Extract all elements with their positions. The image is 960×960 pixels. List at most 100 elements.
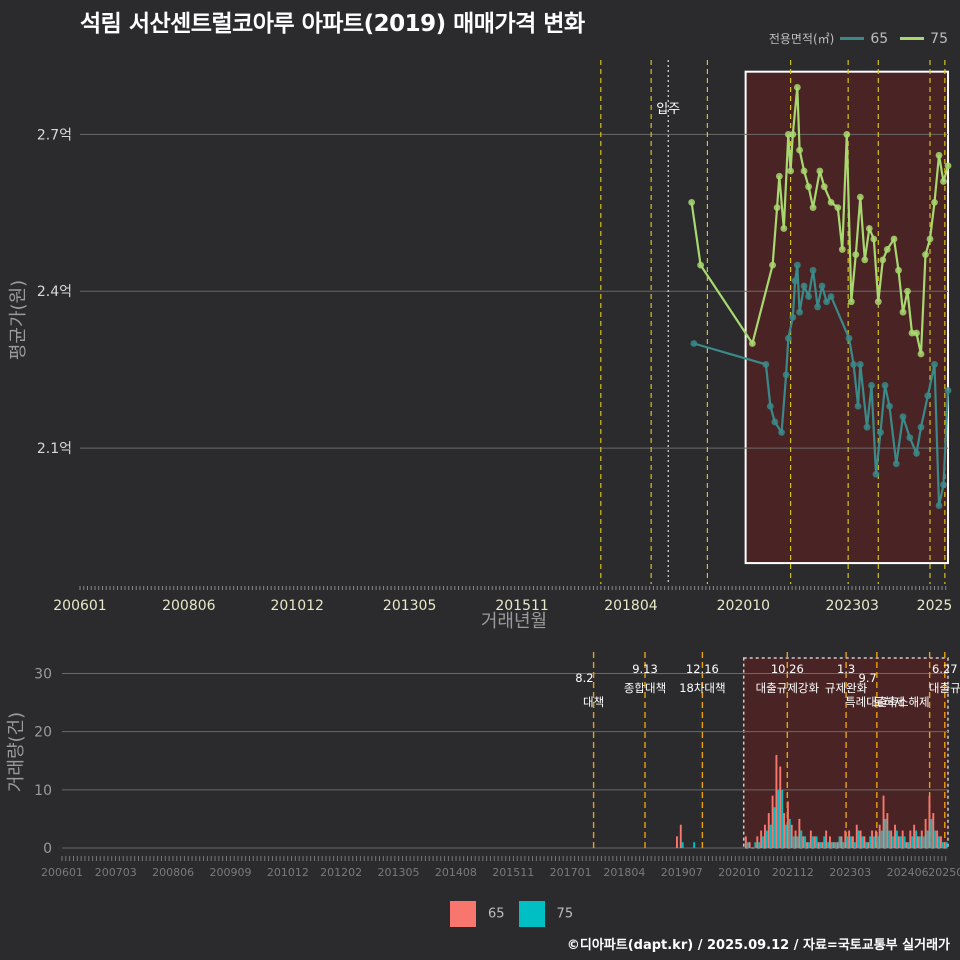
legend-bottom-label-65: 65 xyxy=(488,906,505,922)
data-point-65 xyxy=(778,428,785,436)
data-point-75 xyxy=(827,198,835,206)
data-point-65 xyxy=(814,303,821,311)
x-tick-label-bottom: 201408 xyxy=(435,866,477,879)
x-tick-label: 200806 xyxy=(162,598,216,614)
x-tick-label: 201511 xyxy=(495,598,548,614)
data-point-65 xyxy=(877,428,884,436)
x-tick-label-bottom: 201804 xyxy=(603,866,645,879)
data-point-75 xyxy=(787,167,794,175)
data-point-65 xyxy=(863,423,871,431)
legend-bottom-swatch-75 xyxy=(518,901,545,927)
data-point-75 xyxy=(940,178,947,185)
policy-date: 6.27 xyxy=(932,662,958,676)
bar-75 xyxy=(915,830,918,848)
bar-65 xyxy=(886,813,889,848)
bar-75 xyxy=(785,824,787,848)
data-point-75 xyxy=(800,167,808,175)
bar-65 xyxy=(928,795,931,848)
bar-75 xyxy=(884,818,887,848)
policy-date: 10.26 xyxy=(771,662,804,676)
bar-65 xyxy=(825,830,828,848)
data-point-65 xyxy=(850,361,857,368)
x-tick-label-bottom: 200806 xyxy=(152,866,194,879)
bar-75 xyxy=(838,836,841,848)
data-point-75 xyxy=(861,256,869,264)
data-point-65 xyxy=(791,277,799,285)
y-axis-label: 평균가(원) xyxy=(8,280,29,360)
data-point-65 xyxy=(854,402,862,410)
bar-65 xyxy=(798,818,801,848)
bar-65 xyxy=(851,836,854,848)
data-point-65 xyxy=(690,340,698,347)
bar-65 xyxy=(744,836,747,848)
bar-65 xyxy=(783,813,786,848)
bar-65 xyxy=(844,830,847,848)
bar-75 xyxy=(918,836,921,848)
data-point-75 xyxy=(870,235,878,243)
data-point-75 xyxy=(773,204,781,212)
bar-65 xyxy=(767,813,770,848)
data-point-75 xyxy=(775,172,783,180)
policy-label: 특례대출축소 xyxy=(845,695,908,709)
bar-65 xyxy=(679,824,682,848)
bar-75 xyxy=(853,842,856,848)
bar-65 xyxy=(867,842,870,848)
bar-65 xyxy=(806,842,808,848)
y-tick-label: 2.1억 xyxy=(37,441,72,457)
data-point-75 xyxy=(805,183,812,191)
bar-75 xyxy=(945,842,948,848)
bar-75 xyxy=(873,836,875,848)
data-point-75 xyxy=(852,251,860,259)
bar-65 xyxy=(829,836,831,848)
data-point-65 xyxy=(881,381,889,389)
bar-65 xyxy=(909,830,912,848)
legend-swatch-65 xyxy=(840,37,865,40)
y-axis-label-bottom: 거래량(건) xyxy=(6,712,27,792)
policy-date: 12.16 xyxy=(686,662,719,676)
bar-75 xyxy=(827,842,830,848)
x-tick-label-bottom: 200909 xyxy=(209,866,251,879)
bar-75 xyxy=(758,842,761,848)
bar-75 xyxy=(811,836,814,848)
data-point-75 xyxy=(769,261,777,269)
data-point-75 xyxy=(922,251,929,259)
bar-75 xyxy=(903,836,906,848)
x-tick-label: 200601 xyxy=(53,598,106,614)
bar-75 xyxy=(895,830,898,848)
bar-65 xyxy=(890,830,893,848)
bar-75 xyxy=(781,789,784,848)
data-point-75 xyxy=(793,83,801,91)
bar-75 xyxy=(938,836,940,848)
data-point-75 xyxy=(895,266,902,274)
data-point-65 xyxy=(856,361,864,368)
chart-title: 석림 서산센트럴코아루 아파트(2019) 매매가격 변화 xyxy=(80,11,585,37)
data-point-65 xyxy=(827,293,835,300)
bar-75 xyxy=(796,836,799,848)
data-point-65 xyxy=(782,371,790,379)
bar-75 xyxy=(850,836,852,848)
bar-65 xyxy=(790,824,793,848)
bar-75 xyxy=(693,842,696,848)
data-point-65 xyxy=(766,402,774,410)
bar-75 xyxy=(765,830,768,848)
bar-75 xyxy=(792,836,795,848)
data-point-65 xyxy=(771,418,779,426)
y-tick-label-bottom: 20 xyxy=(34,725,52,741)
data-point-75 xyxy=(816,167,824,175)
data-point-75 xyxy=(780,225,788,232)
bar-75 xyxy=(807,842,810,848)
bar-75 xyxy=(865,842,868,848)
bar-75 xyxy=(876,836,879,848)
legend-bottom: 65 75 xyxy=(450,901,573,927)
bar-75 xyxy=(930,818,933,848)
bar-75 xyxy=(788,818,791,848)
data-point-65 xyxy=(793,261,801,269)
y-tick-label-bottom: 30 xyxy=(34,666,52,682)
x-tick-label-bottom: 201305 xyxy=(377,866,419,879)
data-point-75 xyxy=(697,261,705,269)
bar-65 xyxy=(917,836,919,848)
data-point-65 xyxy=(924,392,932,400)
bar-65 xyxy=(748,842,751,848)
x-tick-label-bottom: 201907 xyxy=(661,866,703,879)
data-point-75 xyxy=(931,198,938,206)
